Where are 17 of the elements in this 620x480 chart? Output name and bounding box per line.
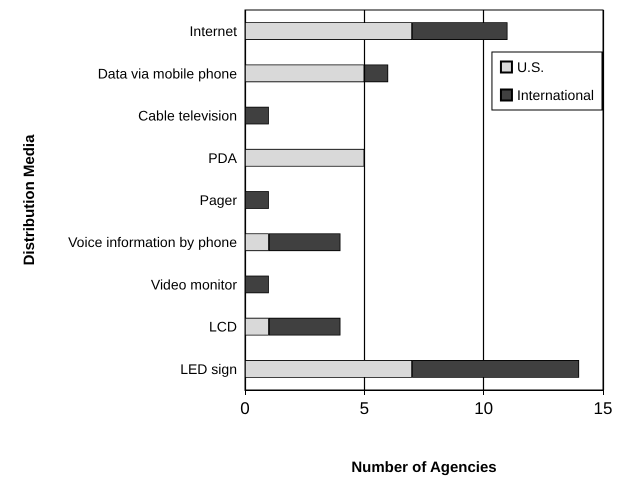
- x-tick-label: 10: [474, 399, 494, 418]
- legend-label: International: [516, 87, 594, 103]
- y-tick-label: LED sign: [180, 360, 237, 377]
- legend-label: U.S.: [516, 59, 544, 75]
- x-tick-label: 5: [360, 399, 370, 418]
- y-tick-label: Voice information by phone: [68, 234, 238, 250]
- y-tick-label: Internet: [190, 23, 238, 40]
- y-tick-label: PDA: [208, 150, 238, 166]
- y-tick-label: Data via mobile phone: [98, 65, 238, 82]
- y-tick-label: Cable television: [138, 108, 237, 124]
- y-tick-label: Video monitor: [150, 276, 238, 292]
- x-tick-label: 0: [240, 399, 250, 418]
- y-tick-label: LCD: [208, 318, 237, 335]
- y-tick-label: Pager: [200, 192, 238, 208]
- y-axis-title: Distribution Media: [21, 134, 38, 266]
- x-tick-label: 15: [594, 399, 612, 418]
- x-axis-title: Number of Agencies: [351, 459, 497, 476]
